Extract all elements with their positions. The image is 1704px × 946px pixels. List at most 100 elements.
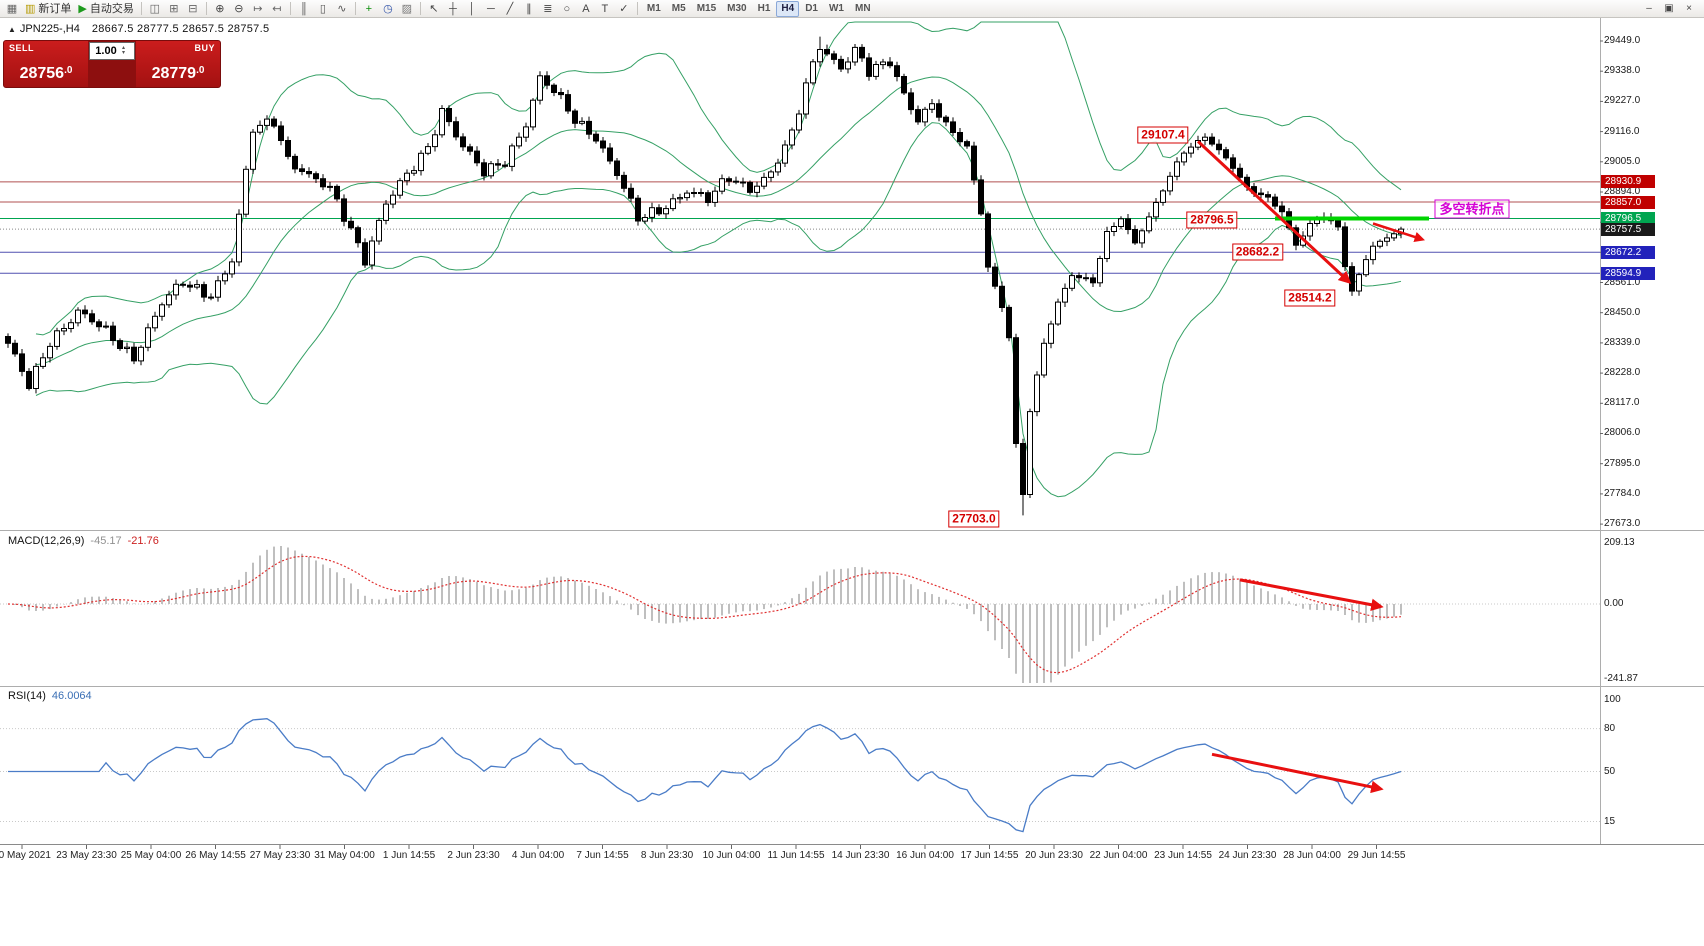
price-badge: 28594.9 [1601,266,1655,280]
price-axis-label: 28228.0 [1604,367,1641,379]
timeframe-m30-button[interactable]: M30 [727,2,747,14]
rsi-label: RSI(14) 46.0064 [8,690,92,702]
zoom-out-icon: ⊖ [234,2,244,15]
one-click-trading-panel: SELL 28756.0 ▴ ▾ BUY 28779.0 [3,40,221,88]
cursor-button[interactable]: ↖ [425,1,443,17]
cascade-windows-button[interactable]: ◫ [146,1,164,17]
rsi-scale-label: 80 [1604,722,1616,734]
price-axis-label: 27895.0 [1604,457,1641,469]
cascade-windows-icon: ◫ [149,2,161,15]
timeframe-m15-button[interactable]: M15 [696,2,717,14]
date-axis-label: 20 May 2021 [0,850,51,861]
date-axis-label: 31 May 04:00 [314,850,375,861]
toolbar-separator [140,2,142,15]
zoom-in-button[interactable]: ⊕ [211,1,229,17]
price-axis-label: 28450.0 [1604,306,1641,318]
price-annotation-label[interactable]: 29107.4 [1137,126,1189,144]
channel-button[interactable]: ∥ [520,1,538,17]
price-axis-label: 27673.0 [1604,518,1641,530]
trend-arrows[interactable] [1196,140,1425,794]
timeframe-d1-button[interactable]: D1 [805,2,818,14]
buy-button[interactable]: BUY 28779.0 [136,41,220,87]
price-axis-label: 29005.0 [1604,155,1641,167]
rsi-scale-label: 15 [1604,815,1616,827]
timeframe-m5-button[interactable]: M5 [671,2,686,14]
auto-scroll-button[interactable]: ↦ [249,1,267,17]
candlestick-chart-button[interactable]: ▯ [314,1,332,17]
trendline-icon: ╱ [506,2,514,15]
volume-up-icon[interactable]: ▴ [122,45,126,51]
volume-spinner[interactable]: ▴ ▾ [122,45,126,56]
toolbar-separator [289,2,291,15]
price-badge: 28930.9 [1601,175,1655,189]
price-axis-label: 29338.0 [1604,65,1641,77]
text-icon: A [582,2,590,15]
volume-input[interactable] [90,45,122,57]
bollinger-bands [35,21,1402,498]
zoom-out-button[interactable]: ⊖ [230,1,248,17]
arrange-windows-button[interactable]: ⊟ [184,1,202,17]
price-annotation-label[interactable]: 28682.2 [1231,243,1284,261]
tile-windows-button[interactable]: ⊞ [165,1,183,17]
timeframe-h1-button[interactable]: H1 [757,2,771,14]
horizontal-price-lines[interactable] [0,181,1600,274]
toolbar-separator [354,2,356,15]
text-label-button[interactable]: T [596,1,614,17]
chart-ohlc: 28667.5 28777.5 28657.5 28757.5 [91,23,270,35]
date-axis-label: 11 Jun 14:55 [767,850,825,861]
date-axis-label: 23 Jun 14:55 [1154,850,1212,861]
shapes-button[interactable]: ○ [558,1,576,17]
minimize-window-button[interactable]: – [1646,2,1652,14]
timeframe-m1-button[interactable]: M1 [646,2,661,14]
volume-column: ▴ ▾ [88,41,136,87]
sell-button[interactable]: SELL 28756.0 [4,41,88,87]
line-chart-icon: ∿ [337,2,347,15]
periods-button[interactable]: ◷ [379,1,397,17]
chart-shift-button[interactable]: ↤ [268,1,286,17]
chart-symbol-icon: ▲ [8,25,16,34]
price-axis-label: 28117.0 [1604,397,1640,409]
price-annotation-label[interactable]: 27703.0 [948,510,1000,528]
date-axis-label: 7 Jun 14:55 [576,850,629,861]
timeframe-h4-button[interactable]: H4 [776,0,800,17]
crosshair-button[interactable]: ┼ [444,1,462,17]
vertical-line-button[interactable]: │ [463,1,481,17]
price-axis-label: 29449.0 [1604,35,1641,46]
text-button[interactable]: A [577,1,595,17]
horizontal-line-button[interactable]: ─ [482,1,500,17]
volume-stepper[interactable]: ▴ ▾ [89,42,135,60]
date-axis-label: 24 Jun 23:30 [1218,850,1277,861]
shapes-icon: ○ [563,2,571,15]
date-axis-label: 22 Jun 04:00 [1089,850,1148,861]
horizontal-line-icon: ─ [486,2,495,15]
indicators-button[interactable]: + [360,1,378,17]
rsi-scale-label: 100 [1604,694,1621,705]
new-order-button[interactable]: ▥ 新订单 [22,1,74,17]
volume-down-icon[interactable]: ▾ [122,50,126,56]
autotrading-button[interactable]: ▶ 自动交易 [75,1,136,17]
toolbar-separator [205,2,207,15]
price-annotation-label[interactable]: 28514.2 [1284,289,1336,307]
date-axis-label: 4 Jun 04:00 [511,850,565,861]
timeframe-w1-button[interactable]: W1 [828,2,844,14]
line-chart-button[interactable]: ∿ [333,1,351,17]
restore-window-button[interactable]: ▣ [1664,2,1674,14]
cursor-icon: ↖ [429,2,439,15]
close-window-button[interactable]: × [1686,2,1692,14]
arrows-button[interactable]: ✓ [615,1,633,17]
price-badge: 28857.0 [1601,195,1655,209]
trendline-button[interactable]: ╱ [501,1,519,17]
timeframe-mn-button[interactable]: MN [854,2,871,14]
toolbar-separator [636,2,638,15]
candlestick-chart-icon: ▯ [319,2,326,15]
turning-point-annotation[interactable]: 多空转折点 [1434,199,1510,219]
templates-button[interactable]: ▨ [398,1,416,17]
macd-scale-label: -241.87 [1604,673,1638,684]
fibonacci-button[interactable]: ≣ [539,1,557,17]
new-chart-button[interactable]: ▦ [3,1,21,17]
price-annotation-label[interactable]: 28796.5 [1186,211,1238,229]
new-order-label: 新订单 [38,2,72,15]
bar-chart-button[interactable]: ║ [295,1,313,17]
